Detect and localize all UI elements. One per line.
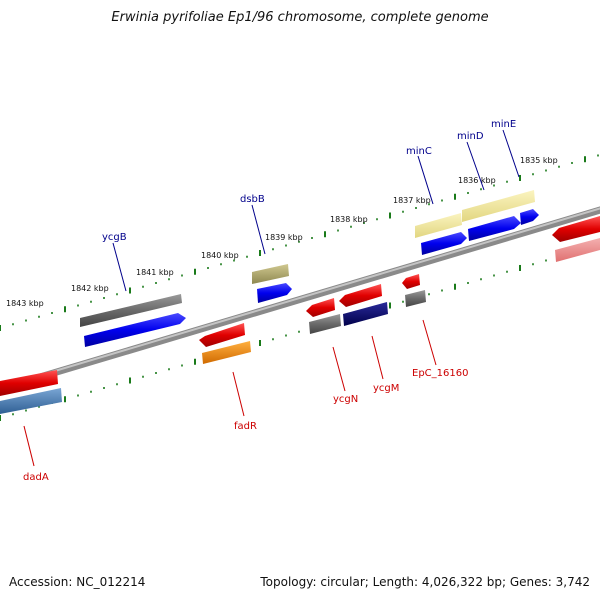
gene-arrow[interactable]: [415, 213, 462, 238]
gene-arrow[interactable]: [252, 264, 289, 284]
gene-arrow[interactable]: [339, 284, 382, 307]
gene-arrow[interactable]: [306, 298, 335, 317]
gene-arrow[interactable]: [199, 323, 245, 347]
map-title: Erwinia pyrifoliae Ep1/96 chromosome, co…: [111, 10, 489, 25]
gene-label-fadR[interactable]: fadR: [234, 421, 257, 432]
gene-fadR[interactable]: [199, 323, 251, 364]
gene-ycgB[interactable]: [80, 294, 186, 347]
leader-lines: [23, 129, 520, 467]
gene-arrow[interactable]: [309, 314, 341, 334]
gene-dadA[interactable]: [0, 370, 62, 414]
gene-label-minE[interactable]: minE: [491, 119, 516, 130]
gene-label-EpC_16160[interactable]: EpC_16160: [412, 368, 468, 379]
gene-arrow[interactable]: [552, 216, 600, 242]
gene-label-dadA[interactable]: dadA: [23, 472, 49, 483]
gene-ycgM[interactable]: [339, 284, 388, 326]
genome-backbone: [0, 196, 600, 403]
gene-label-minD[interactable]: minD: [457, 131, 484, 142]
kbp-label-1837: 1837 kbp: [393, 196, 431, 205]
gene-label-ycgB[interactable]: ycgB: [102, 232, 127, 243]
kbp-label-1836: 1836 kbp: [458, 176, 496, 185]
gene-arrow[interactable]: [0, 388, 62, 414]
kbp-label-1838: 1838 kbp: [330, 215, 368, 224]
gene-partial-right[interactable]: [552, 216, 600, 262]
scale-ticks-lower: [0, 244, 599, 421]
gene-ycgN[interactable]: [306, 298, 341, 334]
accession-info: Accession: NC_012214: [9, 575, 146, 589]
gene-arrow[interactable]: [343, 302, 388, 326]
gene-arrow[interactable]: [421, 232, 467, 255]
gene-arrow[interactable]: [555, 238, 600, 262]
gene-dsbB[interactable]: [252, 264, 292, 303]
gene-arrow[interactable]: [402, 274, 420, 289]
gene-minD[interactable]: [462, 190, 535, 241]
scale-ticks-upper: [0, 154, 599, 331]
topology-info: Topology: circular; Length: 4,026,322 bp…: [260, 575, 590, 589]
gene-EpC_16160[interactable]: [402, 274, 426, 307]
gene-label-ycgM[interactable]: ycgM: [373, 383, 399, 394]
gene-arrow[interactable]: [468, 216, 521, 241]
kbp-label-1841: 1841 kbp: [136, 268, 174, 277]
gene-label-ycgN[interactable]: ycgN: [333, 394, 358, 405]
gene-label-dsbB[interactable]: dsbB: [240, 194, 265, 205]
gene-arrow[interactable]: [257, 283, 292, 303]
kbp-label-1835: 1835 kbp: [520, 156, 558, 165]
gene-minE[interactable]: [520, 209, 539, 225]
kbp-label-1840: 1840 kbp: [201, 251, 239, 260]
kbp-label-1839: 1839 kbp: [265, 233, 303, 242]
gene-arrow[interactable]: [80, 294, 182, 327]
gene-arrow[interactable]: [84, 313, 186, 347]
gene-arrow[interactable]: [520, 209, 539, 225]
kbp-label-1843: 1843 kbp: [6, 299, 44, 308]
gene-minC[interactable]: [415, 213, 467, 255]
gene-arrow[interactable]: [0, 370, 58, 396]
gene-arrow[interactable]: [202, 341, 251, 364]
gene-arrow[interactable]: [405, 290, 426, 307]
gene-arrow[interactable]: [462, 190, 535, 222]
kbp-label-1842: 1842 kbp: [71, 284, 109, 293]
gene-label-minC[interactable]: minC: [406, 146, 432, 157]
